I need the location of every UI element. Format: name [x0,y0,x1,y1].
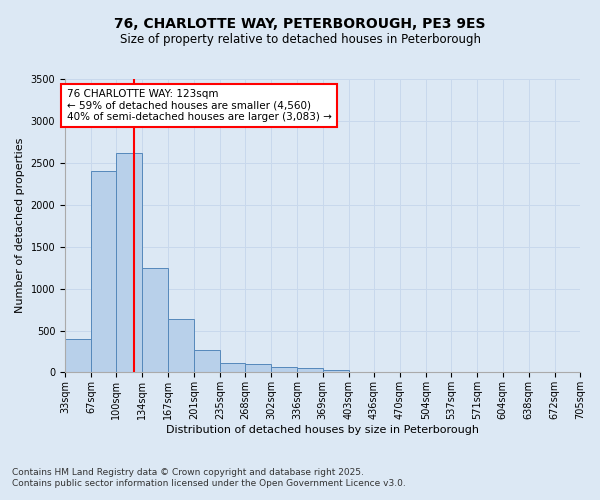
Bar [116,153,142,372]
Bar [168,319,194,372]
Bar [271,368,297,372]
Bar [245,364,271,372]
Text: Contains HM Land Registry data © Crown copyright and database right 2025.
Contai: Contains HM Land Registry data © Crown c… [12,468,406,487]
X-axis label: Distribution of detached houses by size in Peterborough: Distribution of detached houses by size … [166,425,479,435]
Bar [194,350,220,372]
Text: Size of property relative to detached houses in Peterborough: Size of property relative to detached ho… [119,32,481,46]
Y-axis label: Number of detached properties: Number of detached properties [15,138,25,314]
Bar [323,370,349,372]
Text: 76, CHARLOTTE WAY, PETERBOROUGH, PE3 9ES: 76, CHARLOTTE WAY, PETERBOROUGH, PE3 9ES [114,18,486,32]
Bar [142,268,168,372]
Bar [220,363,245,372]
Bar [297,368,323,372]
Bar [91,171,116,372]
Text: 76 CHARLOTTE WAY: 123sqm
← 59% of detached houses are smaller (4,560)
40% of sem: 76 CHARLOTTE WAY: 123sqm ← 59% of detach… [67,89,331,122]
Bar [65,339,91,372]
